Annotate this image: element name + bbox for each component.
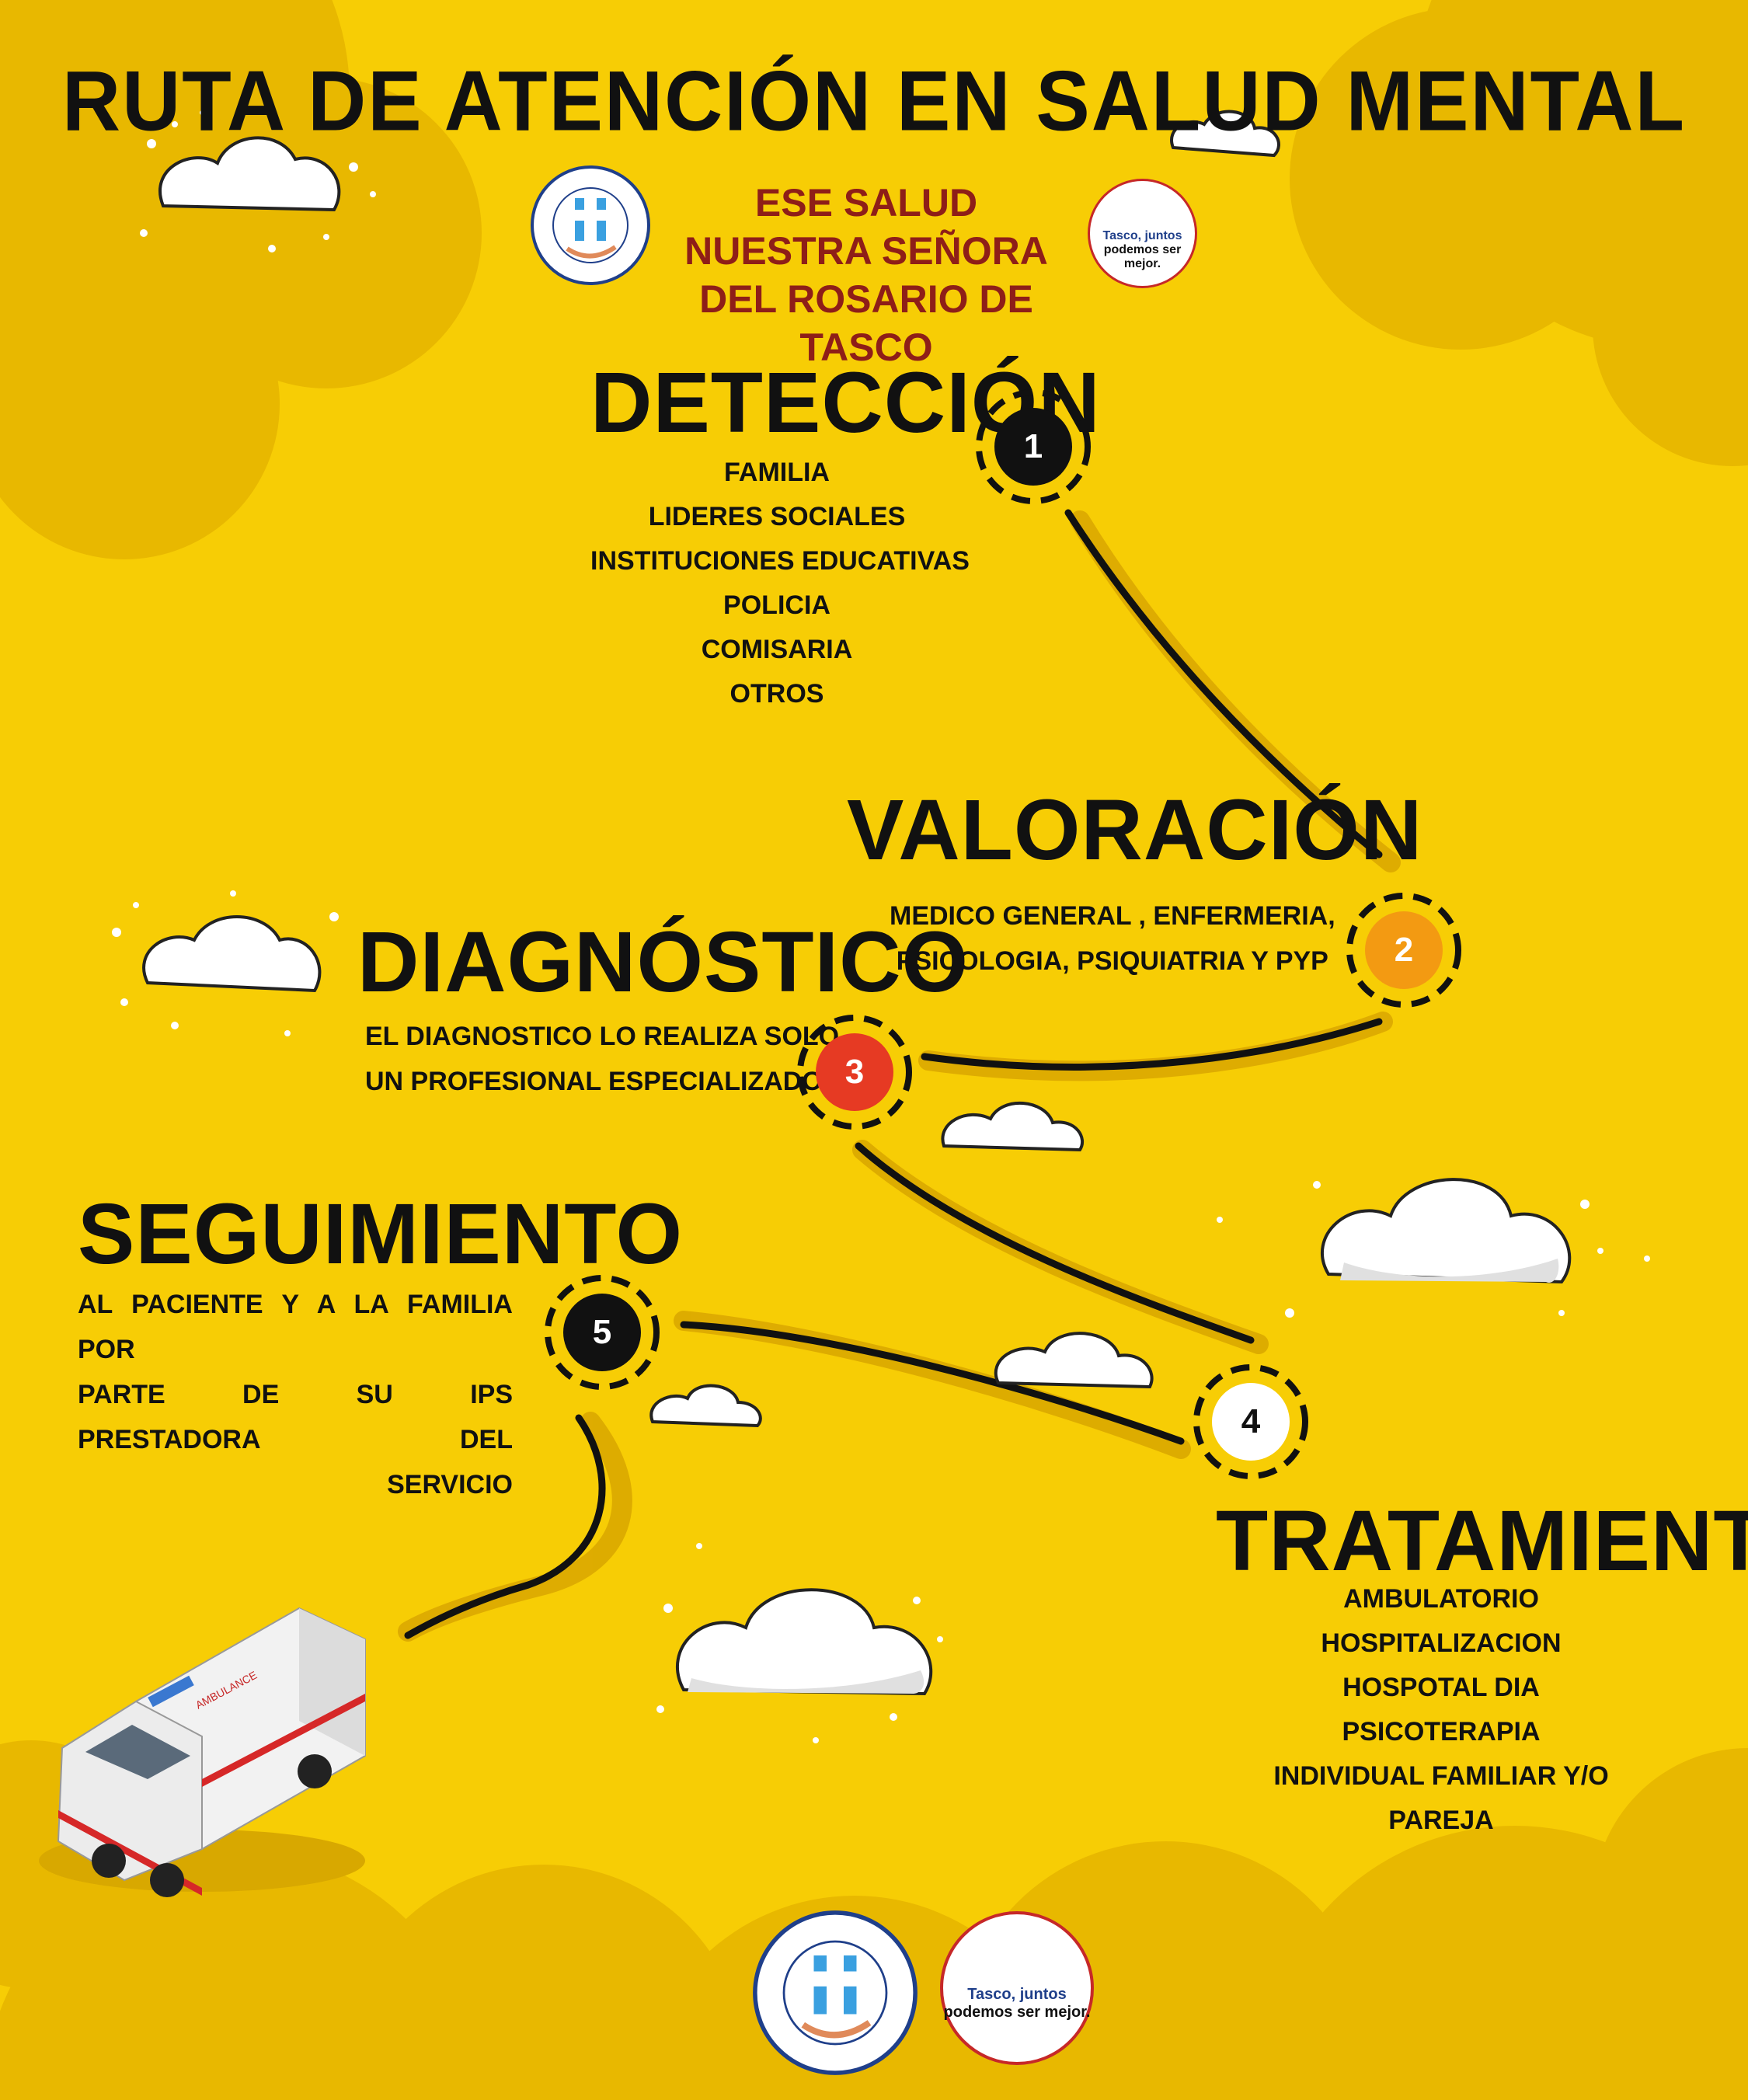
cloud-top-right <box>1170 110 1280 158</box>
cloud-top-left <box>158 136 341 212</box>
description-line: UN PROFESIONAL ESPECIALIZADO <box>365 1067 823 1096</box>
list-item: PSICOTERAPIA <box>1342 1717 1541 1747</box>
description-line: MEDICO GENERAL , ENFERMERIA, <box>890 901 1335 931</box>
step-4-title: TRATAMIENTO <box>1216 1493 1748 1589</box>
badge-line-2: podemos ser mejor. <box>1103 243 1182 270</box>
organization-line-1: ESE SALUD NUESTRA SEÑORA <box>684 181 1048 273</box>
description-line: EL DIAGNOSTICO LO REALIZA SOLO <box>365 1022 840 1051</box>
list-item: FAMILIA <box>724 458 830 487</box>
list-item: AMBULATORIO <box>1343 1584 1539 1614</box>
list-item: HOSPITALIZACION <box>1321 1628 1562 1658</box>
organization-seal-top <box>531 165 650 285</box>
step-5-title: SEGUIMIENTO <box>78 1186 684 1282</box>
step-4-node: 4 <box>1193 1363 1309 1480</box>
organization-line-2: DEL ROSARIO DE TASCO <box>699 277 1033 369</box>
step-3-number: 3 <box>844 1053 865 1091</box>
step-2-number: 2 <box>1394 931 1414 969</box>
badge-line-1: Tasco, juntos <box>967 1986 1067 2003</box>
page-title: RUTA DE ATENCIÓN EN SALUD MENTAL <box>62 54 1686 149</box>
list-item: COMISARIA <box>701 635 853 664</box>
badge-line-2: podemos ser mejor. <box>943 2004 1091 2021</box>
list-item: PAREJA <box>1388 1806 1494 1835</box>
organization-seal-bottom <box>753 1910 918 2075</box>
step-1-items: FAMILIA LIDERES SOCIALES INSTITUCIONES E… <box>590 451 970 716</box>
step-1-node: 1 <box>975 388 1092 505</box>
cloud-small-left <box>649 1384 762 1428</box>
step-2-title: VALORACIÓN <box>847 782 1423 878</box>
badge-line-1: Tasco, juntos <box>1102 229 1182 242</box>
step-2-node: 2 <box>1346 892 1462 1008</box>
step-5-number: 5 <box>592 1313 612 1351</box>
cloud-mid-left <box>142 915 322 993</box>
description-line: AL PACIENTE Y A LA FAMILIA POR <box>78 1290 513 1364</box>
step-2-description: MEDICO GENERAL , ENFERMERIA, PSICOLOGIA,… <box>890 893 1335 984</box>
cloud-bottom <box>676 1588 933 1696</box>
step-5-description: AL PACIENTE Y A LA FAMILIA POR PARTE DE … <box>78 1282 513 1507</box>
step-3-description: EL DIAGNOSTICO LO REALIZA SOLO UN PROFES… <box>365 1014 839 1104</box>
ambulance-illustration <box>39 1607 366 1897</box>
step-4-number: 4 <box>1241 1402 1261 1440</box>
route-path <box>404 509 1383 1639</box>
step-3-title: DIAGNÓSTICO <box>357 914 970 1010</box>
description-line: SERVICIO <box>387 1470 513 1499</box>
slogan-badge-top: Tasco, juntos podemos ser mejor. <box>1088 179 1197 288</box>
list-item: INSTITUCIONES EDUCATIVAS <box>590 546 970 576</box>
step-3-node: 3 <box>796 1014 913 1130</box>
step-1-number: 1 <box>1023 427 1043 465</box>
description-line: PSICOLOGIA, PSIQUIATRIA Y PYP <box>896 946 1328 976</box>
cloud-center <box>994 1332 1154 1389</box>
cloud-right-large <box>1321 1178 1572 1284</box>
list-item: HOSPOTAL DIA <box>1342 1673 1540 1702</box>
cloud-small-center <box>941 1101 1085 1152</box>
description-line: PARTE DE SU IPS PRESTADORA DEL <box>78 1380 513 1454</box>
organization-name: ESE SALUD NUESTRA SEÑORA DEL ROSARIO DE … <box>664 179 1068 371</box>
slogan-badge-bottom: Tasco, juntos podemos ser mejor. <box>940 1911 1094 2065</box>
list-item: POLICIA <box>723 590 830 620</box>
list-item: OTROS <box>729 679 824 709</box>
step-5-node: 5 <box>544 1274 660 1391</box>
step-4-items: AMBULATORIO HOSPITALIZACION HOSPOTAL DIA… <box>1262 1577 1620 1843</box>
list-item: LIDERES SOCIALES <box>648 502 906 531</box>
list-item: INDIVIDUAL FAMILIAR Y/O <box>1273 1761 1609 1791</box>
